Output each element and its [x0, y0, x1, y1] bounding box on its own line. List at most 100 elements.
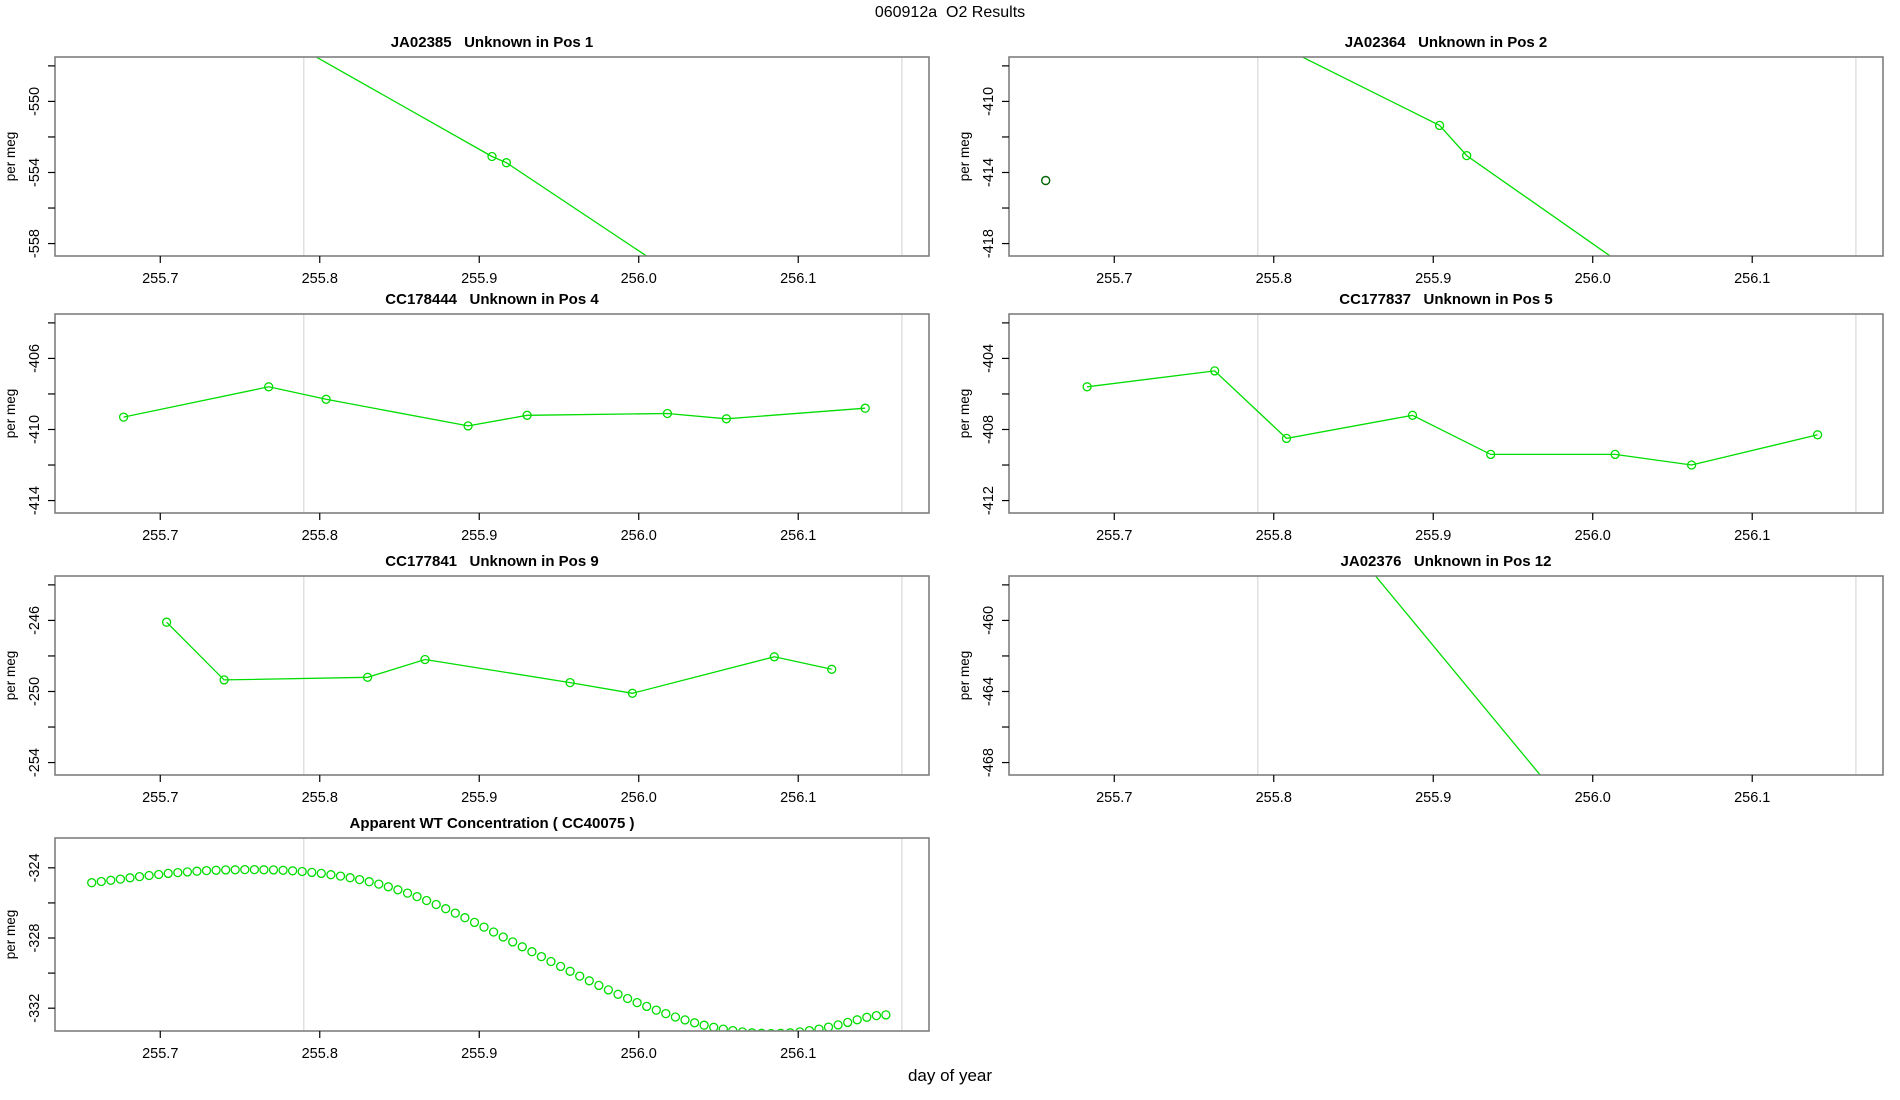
chart-title: CC177837 Unknown in Pos 5 — [1339, 291, 1552, 308]
data-point — [134, 871, 145, 882]
data-point — [249, 864, 260, 875]
x-tick-label: 255.9 — [461, 790, 497, 806]
x-tick-label: 255.7 — [142, 271, 178, 287]
data-point — [769, 652, 779, 662]
data-point — [420, 654, 430, 665]
data-point — [297, 866, 307, 877]
data-point — [96, 876, 106, 887]
data-point — [354, 874, 365, 885]
x-tick-label: 256.0 — [621, 790, 657, 806]
plot-frame — [1008, 575, 1884, 776]
chart-CC177841: 255.7 255.8 255.9 256.0 256.1 -254 -250 -246 per… — [3, 553, 930, 806]
data-point — [662, 408, 673, 419]
data-point — [1434, 120, 1445, 131]
x-tick-label: 256.0 — [1575, 528, 1611, 544]
data-point — [211, 865, 221, 875]
x-tick-label: 255.8 — [1256, 271, 1292, 287]
x-tick-label: 255.7 — [1096, 271, 1132, 287]
data-point — [642, 1001, 652, 1012]
y-tick-label: -412 — [981, 486, 997, 515]
data-point — [487, 151, 497, 162]
data-point — [603, 985, 614, 995]
series-line — [166, 621, 832, 694]
chart-title: CC178444 Unknown in Pos 4 — [385, 291, 599, 308]
series-line — [314, 57, 648, 256]
data-point — [321, 394, 331, 404]
plot-frame — [1008, 56, 1884, 257]
y-tick-label: -554 — [27, 158, 43, 187]
data-point — [709, 1022, 719, 1031]
data-point — [240, 864, 250, 875]
data-point — [259, 865, 269, 875]
data-point — [144, 870, 154, 881]
data-point — [508, 937, 518, 947]
data-point — [1082, 382, 1092, 392]
x-tick-label: 256.0 — [621, 271, 657, 287]
y-tick-label: -406 — [27, 344, 43, 373]
data-point — [852, 1015, 862, 1025]
chart-JA02385: 255.7 255.8 255.9 256.0 256.1 -558 -554 -550 per… — [3, 34, 930, 287]
data-point — [613, 989, 623, 999]
x-tick-label: 255.9 — [1415, 528, 1451, 544]
y-axis-label: per meg — [3, 910, 18, 960]
data-point — [460, 913, 470, 923]
chart-CC178444: 255.7 255.8 255.9 256.0 256.1 -414 -410 -406 per… — [3, 291, 930, 544]
plot-frame — [54, 313, 930, 514]
x-tick-label: 255.8 — [1256, 528, 1292, 544]
x-tick-label: 255.7 — [142, 790, 178, 806]
data-point — [125, 873, 135, 883]
data-point — [268, 865, 279, 875]
data-point — [115, 874, 126, 884]
series-line — [1374, 576, 1542, 775]
x-tick-label: 256.1 — [780, 271, 816, 287]
x-tick-label: 255.7 — [1096, 790, 1132, 806]
series-line — [1300, 57, 1612, 256]
data-point — [565, 966, 575, 976]
data-point — [488, 927, 499, 937]
x-tick-label: 255.8 — [302, 790, 338, 806]
data-point — [362, 672, 373, 682]
data-point — [622, 993, 633, 1004]
data-point — [661, 1008, 671, 1019]
data-point — [469, 917, 480, 928]
plot-frame — [54, 575, 930, 776]
x-tick-label: 255.8 — [302, 1046, 338, 1062]
data-point — [1407, 410, 1418, 420]
chart-title: JA02376 Unknown in Pos 12 — [1341, 553, 1552, 570]
data-point — [785, 1028, 795, 1031]
x-tick-label: 256.0 — [621, 528, 657, 544]
chart-title: CC177841 Unknown in Pos 9 — [385, 553, 598, 570]
data-point — [192, 866, 202, 876]
data-point — [421, 895, 432, 906]
data-point — [221, 865, 231, 875]
data-point — [814, 1024, 824, 1031]
series-line — [123, 386, 866, 427]
data-point — [106, 875, 116, 885]
data-point — [219, 675, 229, 685]
y-tick-label: -408 — [981, 415, 997, 444]
data-point — [335, 871, 346, 881]
x-tick-label: 256.1 — [780, 1046, 816, 1062]
x-tick-label: 255.9 — [461, 1046, 497, 1062]
data-point — [441, 904, 451, 914]
data-point — [632, 997, 642, 1008]
data-point — [345, 873, 355, 883]
x-tick-label: 255.8 — [302, 271, 338, 287]
data-point — [546, 956, 556, 967]
data-point — [412, 891, 422, 902]
data-point — [1281, 433, 1292, 444]
y-axis-label: per meg — [3, 651, 18, 701]
data-point — [584, 976, 594, 986]
data-point — [161, 617, 172, 627]
y-axis-label: per meg — [3, 389, 18, 439]
data-point — [881, 1010, 891, 1020]
data-point — [871, 1010, 882, 1021]
chart-JA02364: 255.7 255.8 255.9 256.0 256.1 -418 -414 -410 per… — [957, 34, 1884, 287]
data-point — [1812, 430, 1823, 440]
data-point — [718, 1024, 728, 1031]
y-axis-label: per meg — [957, 132, 972, 182]
data-point — [1462, 150, 1472, 161]
y-tick-label: -418 — [981, 229, 997, 258]
data-point — [307, 867, 317, 878]
